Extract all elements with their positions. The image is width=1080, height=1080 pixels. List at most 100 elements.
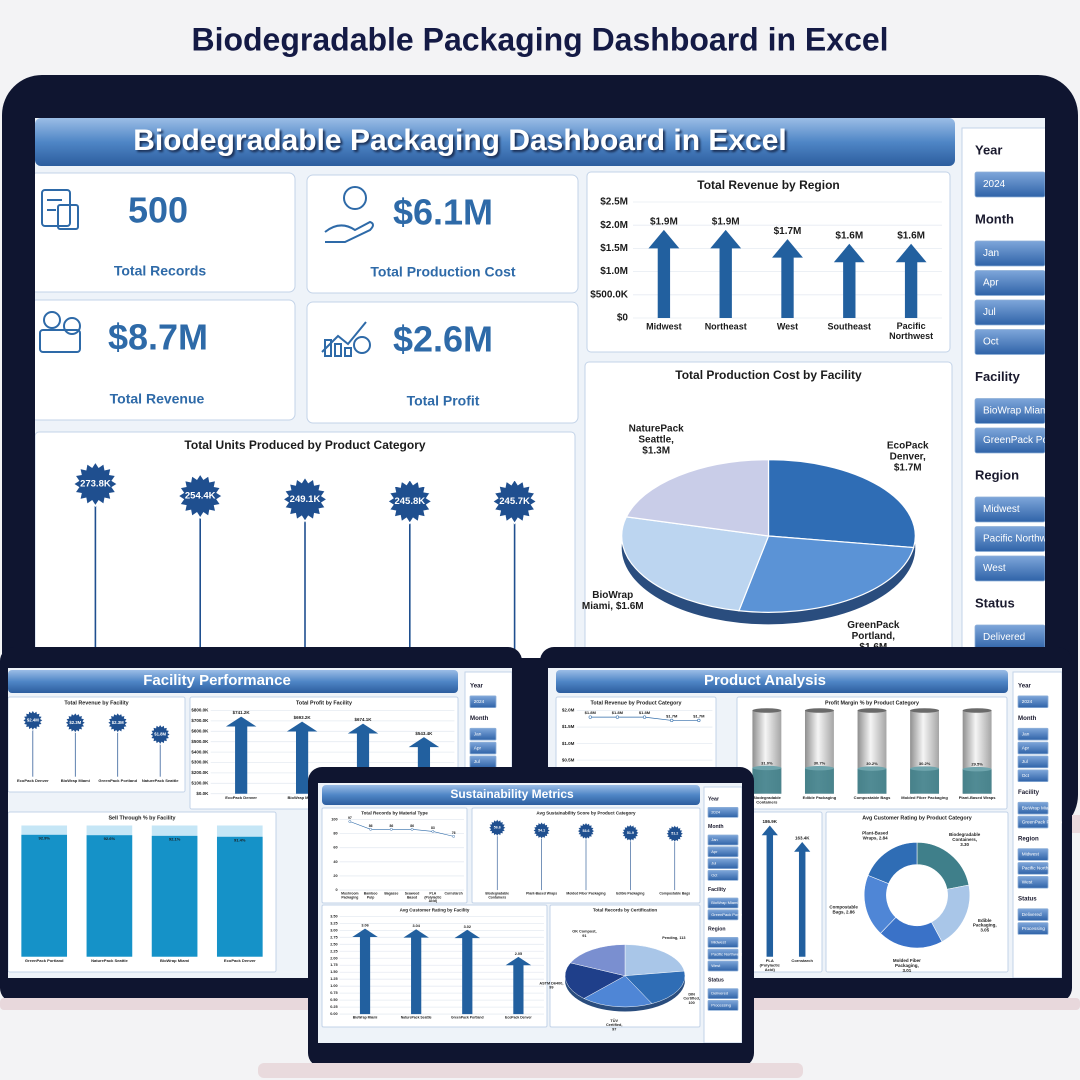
value-label: $2.3M <box>69 720 81 725</box>
slicer-button[interactable] <box>974 270 1045 296</box>
y-tick-label: 20 <box>333 874 337 878</box>
bar <box>21 834 68 957</box>
slicer-button[interactable] <box>707 948 739 960</box>
line-marker <box>670 718 674 723</box>
line-marker <box>642 715 647 719</box>
x-tick-label: West <box>777 321 798 331</box>
slicer-title: Region <box>975 467 1019 482</box>
chart-card <box>8 696 186 793</box>
slicer-button[interactable] <box>707 846 739 858</box>
slicer-button[interactable] <box>1017 755 1049 769</box>
y-tick-label: 0.75 <box>330 991 337 995</box>
y-tick-label: $600.0K <box>191 728 209 733</box>
slicer-button[interactable] <box>1017 875 1049 889</box>
slicer-button[interactable] <box>974 555 1045 582</box>
slicer-button[interactable] <box>707 937 739 948</box>
cylinder-surface <box>962 766 992 772</box>
slicer-button[interactable] <box>974 299 1045 326</box>
slicer-button[interactable] <box>469 727 497 741</box>
slicer-item: Pacific Northwest <box>1022 866 1059 871</box>
y-tick-label: $2.5M <box>600 197 628 208</box>
slicer-button[interactable] <box>974 398 1045 424</box>
cylinder-fill <box>962 769 992 794</box>
x-tick-label: EcoPack Denver <box>225 795 257 800</box>
x-tick-label: EcoPack Denver <box>17 778 49 783</box>
arrow-bar <box>648 229 680 318</box>
x-tick-label: Cornstarch <box>791 958 813 963</box>
slicer-button[interactable] <box>974 496 1045 523</box>
slicer-button[interactable] <box>707 807 739 818</box>
chart-card <box>586 171 951 353</box>
chart-title: Total Units Produced by Product Category <box>184 438 425 452</box>
y-tick-label: $100.0K <box>191 780 209 785</box>
slicer-button[interactable] <box>707 870 739 881</box>
value-label: 30.2% <box>919 761 931 766</box>
slicer-item: Pacific Northwest <box>983 534 1060 545</box>
slicer-button[interactable] <box>707 960 739 972</box>
y-tick-label: $0.0K <box>196 791 209 796</box>
slicer-button[interactable] <box>974 171 1045 198</box>
arrow-bar <box>352 928 378 1015</box>
slicer-button[interactable] <box>707 988 739 999</box>
x-tick-label: Pacific Northwest <box>889 321 933 341</box>
slicer-item: Jan <box>1022 731 1030 736</box>
slicer-button[interactable] <box>707 1000 739 1011</box>
value-label: $1.9M <box>712 216 740 227</box>
slicer-item: West <box>1022 879 1033 884</box>
pie-slice <box>583 975 653 1008</box>
dashboard-title: Facility Performance <box>143 672 291 689</box>
x-tick-label: Bagasse <box>384 891 398 895</box>
slicer-button[interactable] <box>707 858 739 869</box>
kpi-value: $8.7M <box>108 317 208 358</box>
x-tick-label: Edible Packaging <box>803 795 837 800</box>
slicer-title: Year <box>975 142 1002 157</box>
slicer-button[interactable] <box>1017 801 1049 815</box>
slicer-item: BioWrap Miami <box>711 900 738 905</box>
x-tick-label: Mushroom Packaging <box>341 891 358 899</box>
lollipop-head <box>491 478 538 525</box>
slicer-button[interactable] <box>1017 848 1049 861</box>
x-tick-label: Seaweed Based <box>405 891 420 899</box>
slicer-item: GreenPack Portland <box>1022 819 1065 824</box>
slice-label: EcoPack Denver, $1.7M <box>887 440 929 473</box>
slicer-button[interactable] <box>974 427 1045 454</box>
slicer-button[interactable] <box>1017 922 1049 935</box>
chart-card <box>825 811 1009 973</box>
slicer-button[interactable] <box>1017 695 1049 709</box>
bar <box>151 835 198 957</box>
slicer-item: GreenPack Portland <box>711 912 747 917</box>
slicer-item: Processing <box>1022 926 1046 931</box>
slicer-button[interactable] <box>707 834 739 846</box>
slice-label: BioWrap Miami, $1.6M <box>582 590 644 612</box>
line-marker <box>369 827 372 831</box>
slicer-button[interactable] <box>1017 727 1049 741</box>
slicer-button[interactable] <box>1017 769 1049 783</box>
x-tick-label: BioWrap Miami <box>288 795 317 800</box>
arrow-bar <box>347 723 379 794</box>
slicer-button[interactable] <box>1017 815 1049 829</box>
y-tick-label: 3.25 <box>330 921 337 925</box>
x-tick-label: NaturePack Seattle <box>401 1015 432 1019</box>
slicer-button[interactable] <box>707 909 739 921</box>
slicer-button[interactable] <box>1017 908 1049 921</box>
value-label: $693.2K <box>294 715 312 720</box>
slicer-button[interactable] <box>469 695 497 709</box>
y-tick-label: 80 <box>333 832 337 836</box>
chart-title: Profit Margin % by Product Category <box>825 701 919 707</box>
value-label: $1.9M <box>650 216 678 227</box>
arrow-bar <box>408 737 440 794</box>
slicer-title: Status <box>1018 896 1037 903</box>
value-label: 3.04 <box>412 924 420 928</box>
slicer-button[interactable] <box>707 897 739 909</box>
line-marker <box>452 834 455 838</box>
slicer-button[interactable] <box>974 329 1045 355</box>
slicer-button[interactable] <box>469 741 497 755</box>
slicer-button[interactable] <box>974 526 1045 552</box>
chart-title: Avg Sustainability Score by Product Cate… <box>536 811 636 816</box>
cylinder-fill <box>752 767 782 794</box>
slicer-button[interactable] <box>1017 862 1049 875</box>
y-tick-label: 0.00 <box>330 1012 337 1016</box>
slicer-button[interactable] <box>1017 741 1049 755</box>
slicer-button[interactable] <box>974 240 1045 267</box>
slicer-title: Year <box>708 796 719 802</box>
